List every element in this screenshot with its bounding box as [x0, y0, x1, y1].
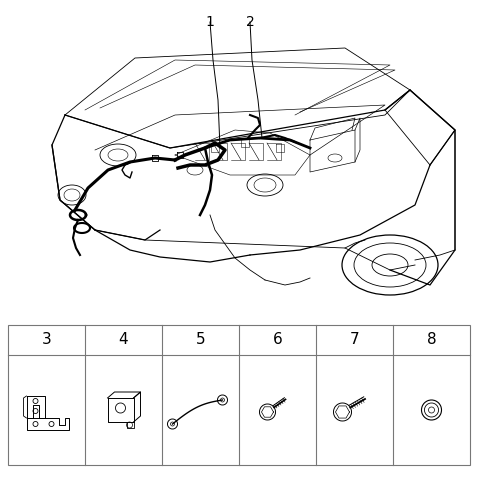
Text: 7: 7 — [350, 333, 360, 347]
Text: 2: 2 — [246, 15, 254, 29]
Text: 6: 6 — [273, 333, 282, 347]
Text: 5: 5 — [196, 333, 205, 347]
Text: 4: 4 — [119, 333, 128, 347]
Text: 8: 8 — [427, 333, 436, 347]
Text: 1: 1 — [205, 15, 215, 29]
Bar — [8, 325, 470, 465]
Text: 3: 3 — [42, 333, 51, 347]
